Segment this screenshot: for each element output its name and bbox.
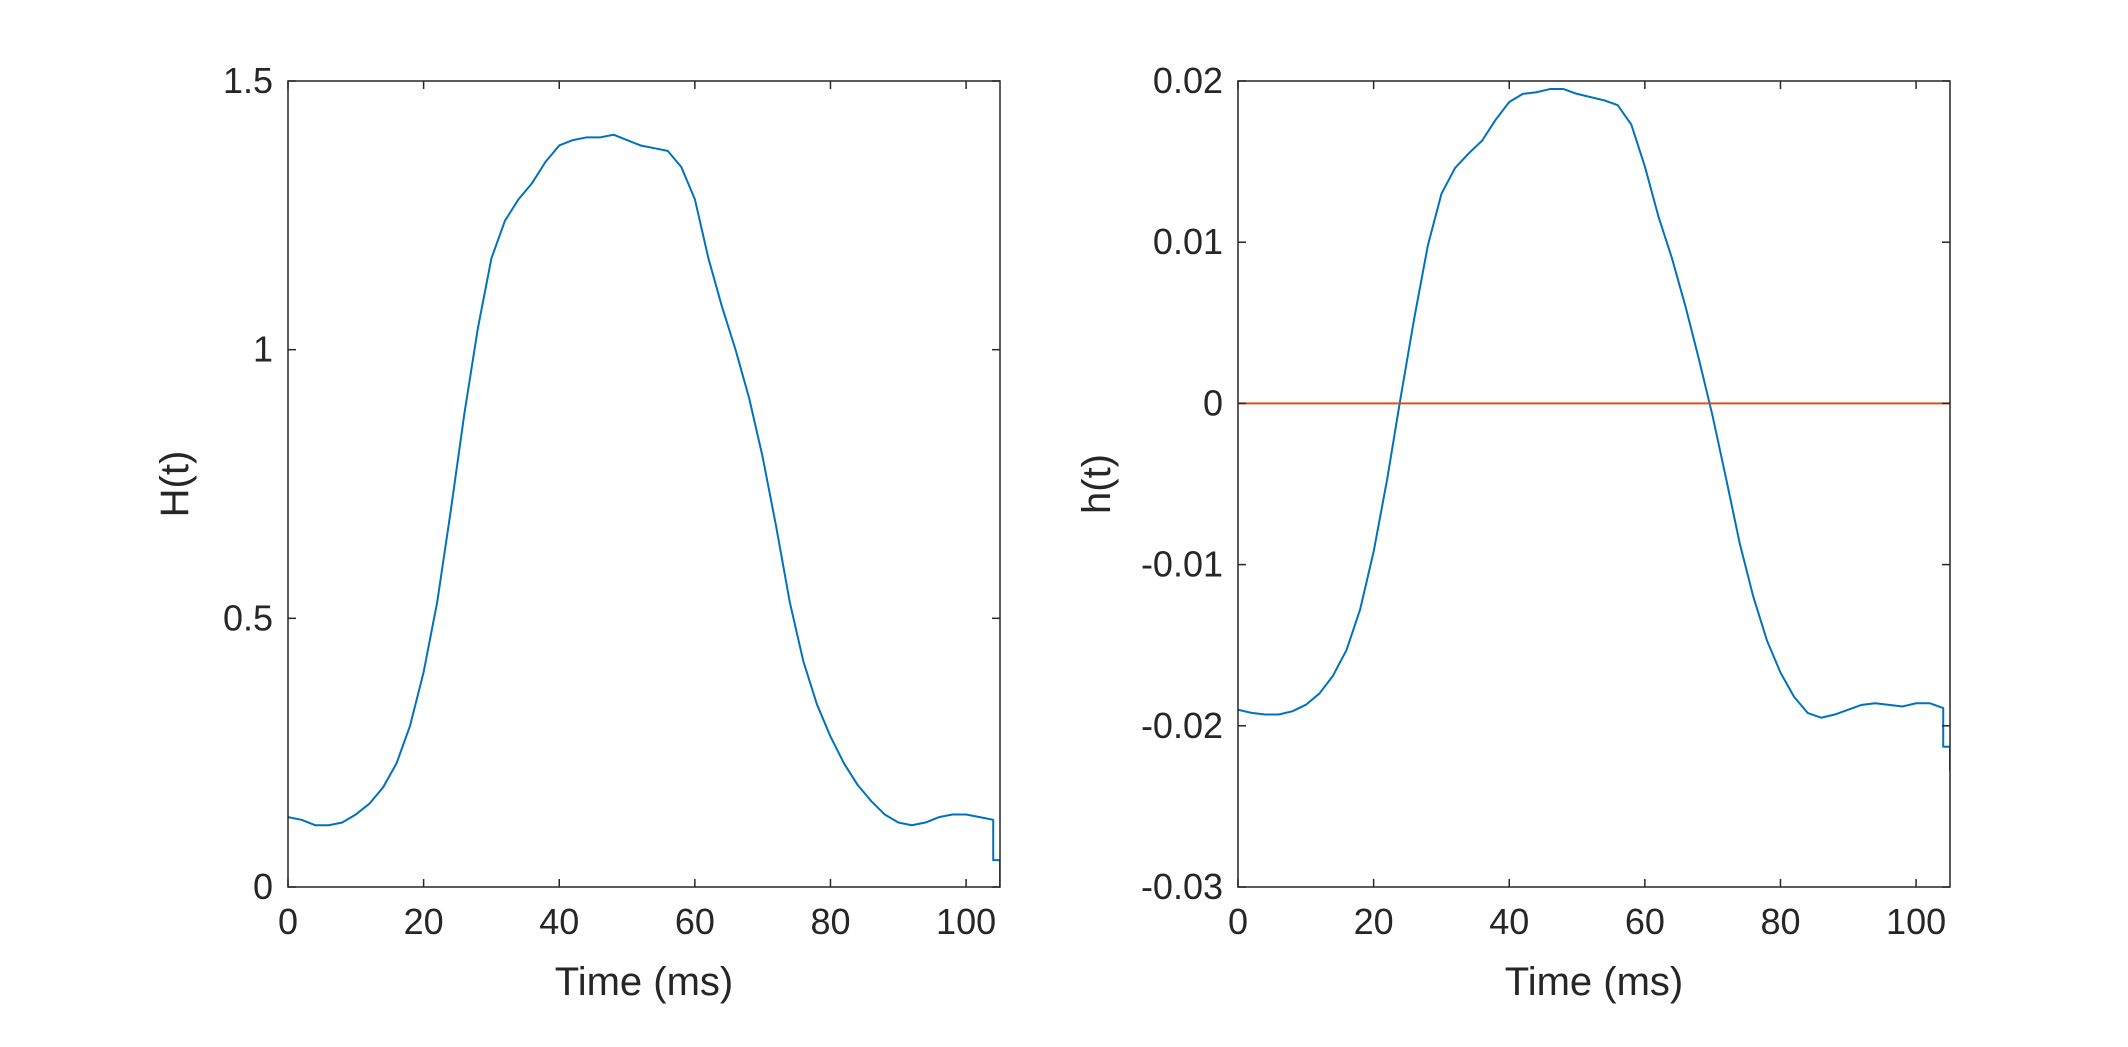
y-tick-label: 0 — [1203, 382, 1223, 423]
x-tick-label: 80 — [1760, 901, 1800, 942]
y-tick-label: -0.02 — [1141, 705, 1223, 746]
x-axis-label: Time (ms) — [1505, 960, 1683, 1004]
left-plot-H: 0 20 40 60 80 100 0 0.5 1 1.5 Time (ms) H(t) — [153, 60, 1001, 1004]
axes-frame — [287, 80, 1001, 888]
y-tick-label: 1.5 — [223, 60, 273, 101]
x-tick-label: 40 — [1489, 901, 1529, 942]
x-tick-label: 60 — [675, 901, 715, 942]
series-line-0 — [1238, 88, 1950, 771]
y-tick-label: 0 — [253, 866, 273, 907]
y-axis-label: h(t) — [1075, 454, 1119, 514]
x-tick-label: 0 — [1228, 901, 1248, 942]
x-tick-label: 60 — [1625, 901, 1665, 942]
right-plot-h: 0 20 40 60 80 100 -0.03 -0.02 -0.01 0 0.01 0.02 Time… — [1075, 60, 1951, 1004]
series-line-0 — [288, 133, 1000, 887]
x-axis-label: Time (ms) — [555, 960, 733, 1004]
axes-frame — [1237, 80, 1951, 888]
y-tick-label: 0.02 — [1153, 60, 1223, 101]
y-tick-label: 0.01 — [1153, 221, 1223, 262]
y-tick-label: 1 — [253, 329, 273, 370]
y-tick-label: 0.5 — [223, 597, 273, 638]
x-tick-label: 100 — [936, 901, 996, 942]
x-tick-label: 80 — [810, 901, 850, 942]
x-tick-label: 20 — [404, 901, 444, 942]
x-tick-label: 40 — [539, 901, 579, 942]
x-tick-label: 20 — [1354, 901, 1394, 942]
x-tick-label: 100 — [1886, 901, 1946, 942]
y-tick-label: -0.03 — [1141, 866, 1223, 907]
plot-area — [1238, 88, 1950, 771]
plot-area — [288, 133, 1000, 887]
y-axis-label: H(t) — [153, 451, 197, 518]
y-tick-label: -0.01 — [1141, 544, 1223, 585]
x-tick-label: 0 — [278, 901, 298, 942]
